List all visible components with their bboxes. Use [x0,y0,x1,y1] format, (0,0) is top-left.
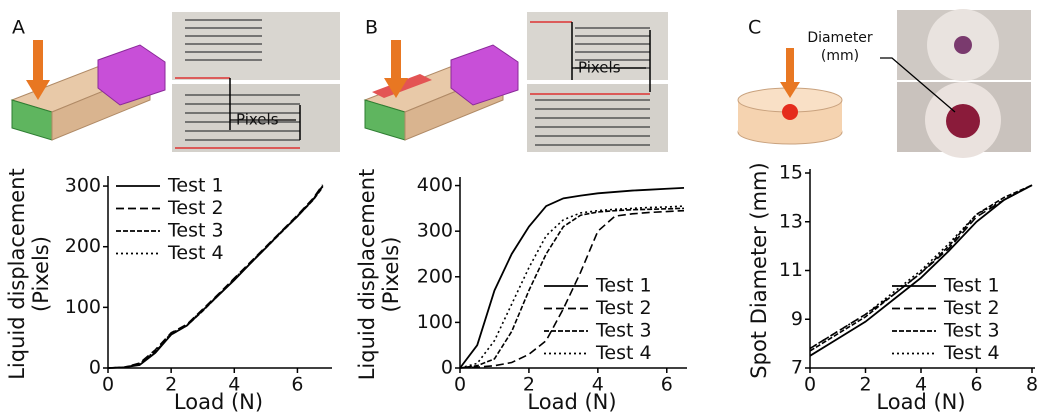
figure: APixels01002003000246Load (N)Liquid disp… [0,0,1038,417]
y-axis-label: Liquid displacement [5,168,29,380]
x-tick-label: 0 [454,374,466,396]
y-tick-label: 13 [779,210,803,232]
y-tick-label: 7 [791,357,803,379]
y-tick-label: 11 [779,259,803,281]
x-tick-label: 6 [970,374,982,396]
y-axis-label: Spot Diameter (mm) [747,162,771,378]
photo-annotation: Diameter [807,30,873,46]
legend-label: Test 3 [943,320,1000,342]
panel-b-photo [527,12,668,152]
panel-a-illustration [12,40,165,140]
legend-label: Test 1 [167,175,224,197]
legend-label: Test 4 [595,342,652,364]
legend-label: Test 3 [167,220,224,242]
y-axis-label: (Pixels) [29,236,53,312]
x-tick-label: 6 [291,374,303,396]
photo-annotation: (mm) [821,48,859,64]
legend-label: Test 1 [943,275,1000,297]
x-tick-label: 2 [859,374,871,396]
panel-b-illustration [365,40,518,140]
y-tick-label: 200 [65,235,101,257]
x-axis-label: Load (N) [527,390,616,414]
y-tick-label: 9 [791,308,803,330]
x-axis-label: Load (N) [174,390,263,414]
photo-annotation: Pixels [236,111,279,129]
y-axis-label: (Pixels) [379,237,403,313]
y-tick-label: 100 [65,296,101,318]
panel-a-photo [172,12,340,152]
panel-label: B [365,17,378,39]
legend-label: Test 1 [595,275,652,297]
y-tick-label: 0 [441,357,453,379]
legend-label: Test 2 [167,197,224,219]
y-tick-label: 400 [417,174,453,196]
x-tick-label: 8 [1026,374,1038,396]
y-tick-label: 200 [417,265,453,287]
panel-label: A [12,17,25,39]
legend-label: Test 4 [167,242,224,264]
legend-label: Test 3 [595,320,652,342]
x-tick-label: 0 [804,374,816,396]
photo-annotation: Pixels [578,59,621,77]
x-axis-label: Load (N) [876,390,965,414]
y-axis-label: Liquid displacement [355,169,379,381]
y-tick-label: 15 [779,162,803,184]
panel-c-photo [880,9,1031,158]
legend-label: Test 2 [595,297,652,319]
y-tick-label: 300 [417,220,453,242]
panel-label: C [748,17,761,39]
legend-label: Test 2 [943,297,1000,319]
y-tick-label: 0 [89,357,101,379]
x-tick-label: 6 [661,374,673,396]
y-tick-label: 300 [65,175,101,197]
y-tick-label: 100 [417,311,453,333]
legend-label: Test 4 [943,342,1000,364]
x-tick-label: 0 [102,374,114,396]
